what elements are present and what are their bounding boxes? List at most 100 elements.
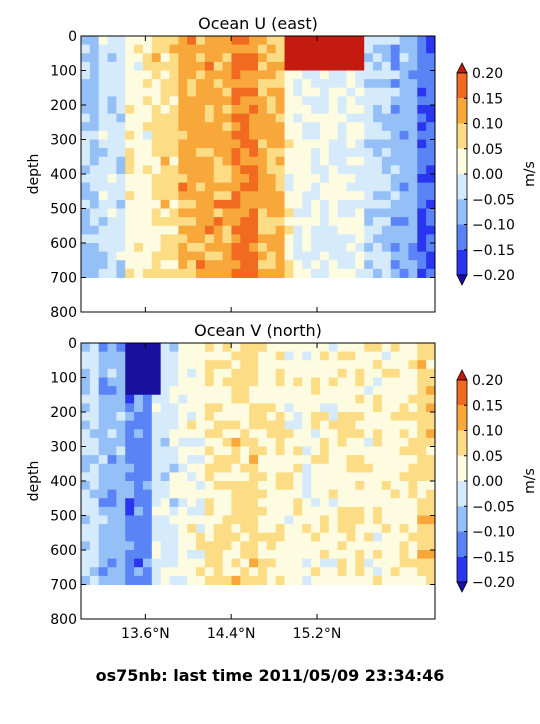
colorbar-tick-label: 0.00	[472, 167, 503, 183]
contour-cell	[258, 234, 268, 244]
contour-cell	[196, 208, 206, 218]
contour-cell	[426, 394, 436, 404]
contour-cell	[249, 463, 259, 473]
contour-cell	[107, 472, 117, 482]
contour-cell	[275, 386, 286, 396]
colorbar-band	[457, 73, 467, 99]
contour-cell	[364, 208, 374, 218]
contour-cell	[160, 79, 170, 89]
contour-cell	[302, 130, 312, 141]
contour-cell	[187, 446, 197, 456]
contour-cell	[266, 575, 277, 586]
contour-cell	[293, 251, 303, 261]
contour-cell	[346, 368, 356, 379]
contour-cell	[408, 113, 418, 123]
contour-cell	[373, 122, 383, 132]
contour-cell	[408, 234, 418, 244]
contour-cell	[346, 44, 356, 54]
contour-cell	[222, 429, 232, 439]
contour-cell	[355, 260, 365, 270]
contour-cell	[249, 446, 259, 456]
contour-cell	[293, 191, 303, 201]
contour-cell	[116, 575, 126, 586]
contour-cell	[364, 446, 374, 456]
contour-cell	[426, 446, 436, 456]
contour-cell	[346, 70, 356, 80]
y-tick-label: 400	[50, 167, 77, 183]
contour-cell	[284, 368, 294, 379]
contour-cell	[204, 532, 215, 542]
contour-cell	[204, 208, 215, 218]
contour-cell	[134, 386, 144, 396]
contour-cell	[319, 243, 330, 253]
contour-cell	[311, 368, 321, 379]
contour-cell	[98, 87, 109, 97]
contour-cell	[275, 165, 286, 175]
contour-cell	[311, 420, 321, 430]
contour-cell	[426, 251, 436, 261]
contour-cell	[275, 243, 286, 253]
contour-cell	[125, 472, 135, 482]
contour-cell	[187, 351, 197, 361]
contour-cell	[319, 429, 330, 439]
contour-cell	[107, 87, 117, 97]
colorbar-band	[457, 224, 467, 250]
contour-cell	[426, 44, 436, 54]
contour-cell	[187, 575, 197, 586]
contour-cell	[107, 243, 117, 253]
contour-cell	[293, 122, 303, 132]
contour-cell	[346, 139, 356, 149]
contour-cell	[81, 165, 91, 175]
contour-cell	[266, 217, 277, 227]
contour-cell	[258, 377, 268, 387]
contour-cell	[426, 208, 436, 218]
contour-cell	[125, 36, 135, 46]
contour-cell	[302, 403, 312, 413]
contour-cell	[142, 489, 153, 499]
contour-cell	[284, 394, 294, 404]
contour-cell	[213, 191, 224, 201]
contour-cell	[213, 420, 224, 430]
contour-cell	[134, 251, 144, 261]
contour-cell	[107, 429, 117, 439]
contour-cell	[204, 368, 215, 379]
contour-cell	[160, 498, 170, 508]
contour-cell	[311, 377, 321, 387]
contour-cell	[284, 446, 294, 456]
contour-cell	[178, 53, 188, 63]
contour-cell	[373, 429, 383, 439]
contour-cell	[381, 386, 392, 396]
contour-cell	[116, 191, 126, 201]
contour-cell	[107, 105, 117, 115]
contour-cell	[373, 463, 383, 473]
contour-cell	[399, 70, 409, 80]
contour-cell	[346, 386, 356, 396]
contour-cell	[275, 191, 286, 201]
contour-cell	[408, 472, 418, 482]
contour-cell	[328, 113, 339, 123]
contour-cell	[417, 368, 427, 379]
contour-cell	[222, 489, 232, 499]
contour-cell	[293, 165, 303, 175]
contour-cell	[258, 412, 268, 422]
contour-cell	[284, 351, 294, 361]
contour-cell	[328, 44, 339, 54]
contour-cell	[408, 368, 418, 379]
contour-cell	[399, 368, 409, 379]
contour-cell	[346, 360, 356, 370]
contour-cell	[364, 386, 374, 396]
contour-cell	[399, 122, 409, 132]
contour-cell	[311, 446, 321, 456]
colorbar-tick-label: 0.10	[472, 424, 503, 440]
colorbar-band	[457, 405, 467, 431]
contour-cell	[346, 165, 356, 175]
contour-cell	[142, 113, 153, 123]
contour-cell	[355, 113, 365, 123]
contour-cell	[187, 481, 197, 491]
contour-cell	[178, 532, 188, 542]
contour-cell	[293, 524, 303, 534]
contour-cell	[266, 36, 277, 46]
contour-cell	[408, 260, 418, 270]
contour-cell	[328, 225, 339, 235]
contour-cell	[249, 558, 259, 568]
